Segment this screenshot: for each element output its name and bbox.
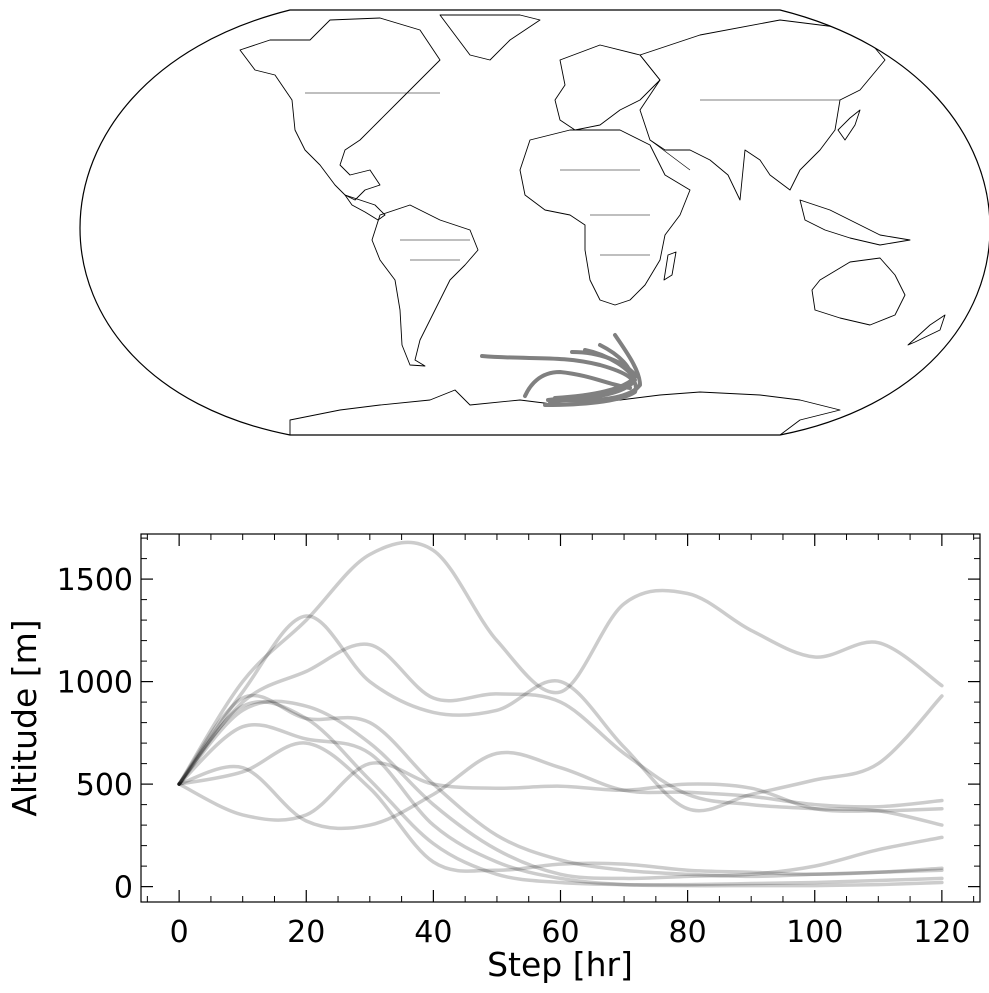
- x-tick-label: 0: [170, 915, 189, 950]
- altitude-series-5: [177, 722, 944, 888]
- axis-ticks: 0 20 40 60 80 100 120 0 500 1000 1500: [57, 534, 980, 950]
- central-america: [344, 194, 386, 221]
- y-axis-label: Altitude [m]: [5, 619, 44, 816]
- map-outline: [79, 9, 989, 436]
- x-tick-label: 40: [414, 915, 452, 950]
- y-tick-label: 500: [76, 768, 133, 803]
- australia: [811, 257, 906, 326]
- altitude-series-6: [177, 750, 944, 831]
- x-tick-label: 20: [287, 915, 325, 950]
- madagascar: [663, 251, 677, 281]
- x-tick-label: 60: [541, 915, 579, 950]
- altitude-series: [177, 540, 944, 888]
- altitude-series-7: [177, 741, 944, 877]
- trajectory: [480, 354, 638, 407]
- trajectory: [558, 333, 642, 403]
- world-map: [79, 9, 989, 436]
- altitude-series-4: [177, 693, 944, 879]
- japan: [837, 109, 861, 141]
- europe: [554, 44, 661, 131]
- altitude-series-3: [177, 614, 944, 813]
- southeast-asia-islands: [799, 199, 911, 246]
- africa: [519, 129, 691, 306]
- plot-frame: [140, 533, 981, 903]
- x-tick-label: 120: [913, 915, 970, 950]
- altitude-series-10: [177, 699, 944, 881]
- altitude-series-8: [177, 761, 944, 822]
- trajectories: [480, 333, 642, 407]
- asia: [639, 19, 886, 201]
- greenland: [439, 14, 541, 61]
- trajectory: [523, 370, 632, 398]
- y-tick-label: 0: [114, 871, 133, 906]
- south-america: [371, 204, 479, 367]
- altitude-series-1: [177, 540, 944, 786]
- north-america: [239, 17, 441, 201]
- y-tick-label: 1000: [57, 666, 133, 701]
- new-zealand: [907, 314, 946, 346]
- antarctica: [289, 389, 841, 435]
- altitude-series-2: [177, 642, 944, 827]
- y-tick-label: 1500: [57, 563, 133, 598]
- trajectory: [546, 343, 634, 402]
- x-tick-label: 100: [786, 915, 843, 950]
- x-axis-label: Step [hr]: [487, 945, 633, 984]
- country-borders: [305, 92, 840, 261]
- altitude-series-9: [177, 700, 944, 887]
- altitude-chart: 0 20 40 60 80 100 120 0 500 1000 1500 Step [hr] Al…: [5, 533, 981, 984]
- x-tick-label: 80: [669, 915, 707, 950]
